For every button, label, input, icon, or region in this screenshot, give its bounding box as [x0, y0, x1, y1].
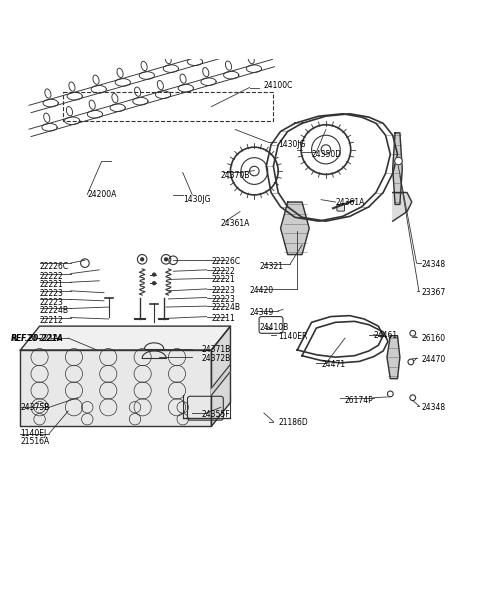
- Text: 24200A: 24200A: [87, 190, 117, 199]
- Text: 22223: 22223: [39, 289, 63, 298]
- Text: 24370B: 24370B: [221, 171, 250, 180]
- Text: 22222: 22222: [211, 267, 235, 275]
- Circle shape: [165, 258, 168, 261]
- Text: 26174P: 26174P: [345, 396, 374, 405]
- Text: 24321: 24321: [259, 262, 283, 271]
- Text: 22223: 22223: [211, 295, 235, 304]
- Text: 24372B: 24372B: [202, 353, 231, 362]
- Text: 24461: 24461: [373, 331, 398, 340]
- Text: REF.20-221A: REF.20-221A: [11, 334, 59, 343]
- Text: 24348: 24348: [421, 259, 445, 268]
- Text: 22221: 22221: [39, 280, 63, 289]
- Text: 24471: 24471: [321, 360, 345, 369]
- Text: 26160: 26160: [421, 334, 445, 343]
- Circle shape: [410, 395, 416, 400]
- Polygon shape: [211, 364, 230, 395]
- Text: 24375B: 24375B: [21, 403, 50, 412]
- Text: 24410B: 24410B: [259, 323, 288, 332]
- Polygon shape: [387, 336, 400, 378]
- Text: 1430JG: 1430JG: [183, 195, 210, 204]
- Circle shape: [141, 258, 144, 261]
- Circle shape: [153, 273, 156, 276]
- Text: 24470: 24470: [421, 355, 445, 364]
- Text: 1140EJ: 1140EJ: [21, 429, 47, 438]
- Text: 24420: 24420: [250, 286, 274, 295]
- Circle shape: [408, 359, 414, 365]
- Circle shape: [153, 282, 156, 284]
- Text: 22224B: 22224B: [39, 306, 69, 315]
- Text: 1430JG: 1430JG: [278, 140, 306, 149]
- Circle shape: [410, 330, 416, 336]
- Text: 24350D: 24350D: [312, 150, 342, 159]
- FancyBboxPatch shape: [337, 205, 345, 211]
- Polygon shape: [21, 350, 211, 427]
- Text: 1140ER: 1140ER: [278, 332, 308, 341]
- Text: 22223: 22223: [211, 286, 235, 295]
- Text: 24355F: 24355F: [202, 410, 230, 419]
- Polygon shape: [211, 326, 230, 427]
- Text: 24361A: 24361A: [336, 198, 365, 206]
- Text: 24100C: 24100C: [264, 81, 293, 90]
- Circle shape: [387, 391, 393, 397]
- Text: 22222: 22222: [39, 271, 63, 280]
- Text: 24371B: 24371B: [202, 346, 231, 355]
- Text: 24348: 24348: [421, 403, 445, 412]
- Text: 22211: 22211: [211, 315, 235, 324]
- Text: 22226C: 22226C: [39, 262, 69, 271]
- Text: 22224B: 22224B: [211, 303, 240, 312]
- Polygon shape: [393, 193, 412, 221]
- Text: 22212: 22212: [39, 316, 63, 325]
- Text: 23367: 23367: [421, 288, 445, 298]
- Polygon shape: [21, 326, 230, 350]
- Text: REF.20-221A: REF.20-221A: [11, 334, 64, 343]
- Text: 21186D: 21186D: [278, 418, 308, 427]
- Text: 21516A: 21516A: [21, 437, 50, 446]
- Text: 24349: 24349: [250, 308, 274, 317]
- Text: 24361A: 24361A: [221, 219, 250, 228]
- Polygon shape: [281, 202, 309, 255]
- Circle shape: [395, 157, 402, 165]
- Text: 22226C: 22226C: [211, 257, 240, 266]
- Polygon shape: [393, 133, 402, 205]
- Text: 22221: 22221: [211, 275, 235, 284]
- Text: 22223: 22223: [39, 298, 63, 307]
